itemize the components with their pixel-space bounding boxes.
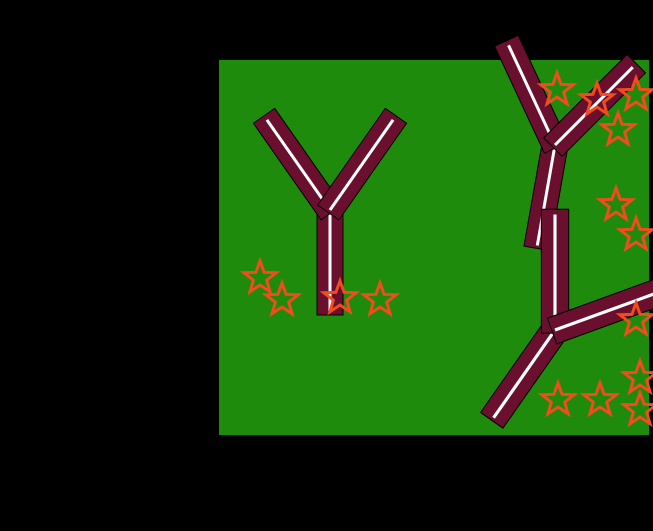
diagram-canvas: .ab-fill { fill: #6b0f2f; stroke: #00000… [0, 0, 653, 531]
